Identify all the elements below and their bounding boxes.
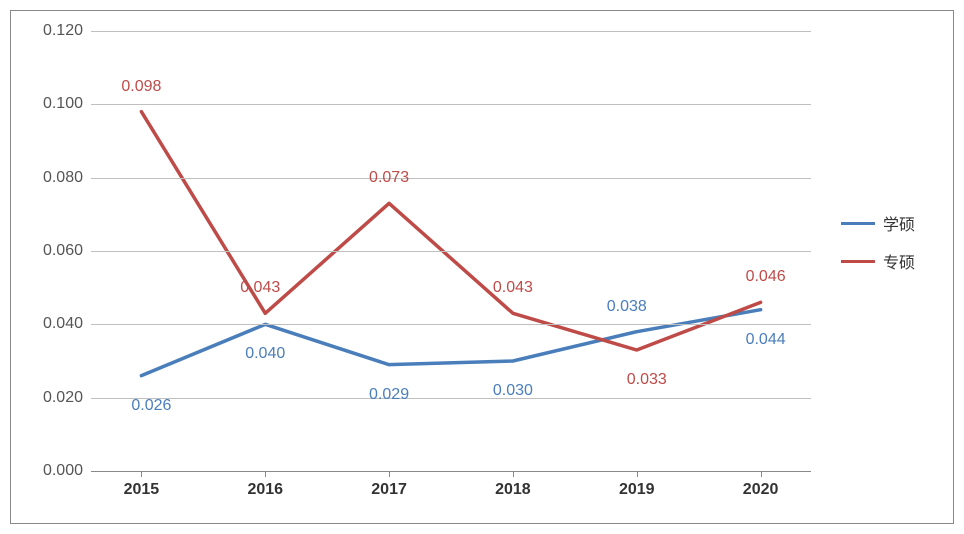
data-label: 0.043 [240, 279, 280, 297]
legend: 学硕专硕 [841, 211, 915, 287]
y-tick-label: 0.060 [27, 242, 83, 260]
data-label: 0.029 [369, 386, 409, 404]
data-label: 0.026 [131, 397, 171, 415]
gridline [91, 398, 811, 399]
legend-item: 专硕 [841, 249, 915, 273]
x-tick-label: 2017 [371, 481, 407, 499]
x-tick-label: 2019 [619, 481, 655, 499]
gridline [91, 104, 811, 105]
x-tick-label: 2018 [495, 481, 531, 499]
x-tick-mark [389, 471, 390, 477]
data-label: 0.073 [369, 169, 409, 187]
series-line [141, 112, 760, 350]
legend-label: 学硕 [883, 211, 915, 235]
chart-container: 学硕专硕 0.000 0.020 0.040 0.060 0.080 0.100 0.120… [10, 10, 954, 524]
legend-label: 专硕 [883, 249, 915, 273]
x-tick-label: 2015 [124, 481, 160, 499]
data-label: 0.033 [627, 371, 667, 389]
x-tick-mark [637, 471, 638, 477]
x-tick-mark [265, 471, 266, 477]
x-tick-label: 2016 [247, 481, 283, 499]
y-tick-label: 0.120 [27, 22, 83, 40]
data-label: 0.030 [493, 382, 533, 400]
data-label: 0.044 [746, 331, 786, 349]
y-tick-label: 0.080 [27, 169, 83, 187]
x-tick-mark [141, 471, 142, 477]
gridline [91, 324, 811, 325]
y-tick-label: 0.020 [27, 389, 83, 407]
legend-swatch [841, 222, 875, 225]
data-label: 0.098 [121, 78, 161, 96]
legend-swatch [841, 260, 875, 263]
gridline [91, 31, 811, 32]
gridline [91, 471, 811, 472]
gridline [91, 251, 811, 252]
y-tick-label: 0.100 [27, 95, 83, 113]
plot-area [91, 31, 811, 471]
x-tick-label: 2020 [743, 481, 779, 499]
data-label: 0.046 [746, 268, 786, 286]
data-label: 0.040 [245, 345, 285, 363]
gridline [91, 178, 811, 179]
series-line [141, 310, 760, 376]
x-tick-mark [513, 471, 514, 477]
data-label: 0.043 [493, 279, 533, 297]
legend-item: 学硕 [841, 211, 915, 235]
x-tick-mark [761, 471, 762, 477]
y-tick-label: 0.000 [27, 462, 83, 480]
data-label: 0.038 [607, 298, 647, 316]
y-tick-label: 0.040 [27, 315, 83, 333]
